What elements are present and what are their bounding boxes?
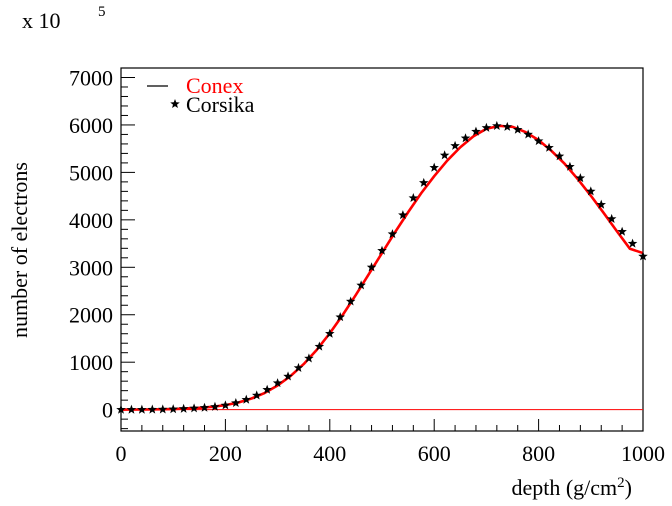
series-point-corsika xyxy=(158,404,168,414)
y-axis-multiplier: x 10 5 xyxy=(22,4,106,33)
series-point-corsika xyxy=(262,384,272,394)
x-tick-label: 400 xyxy=(313,441,346,466)
series-point-corsika xyxy=(199,402,210,412)
legend-star-swatch xyxy=(170,99,180,109)
series-point-corsika xyxy=(460,133,471,143)
y-tick-label: 1000 xyxy=(69,350,113,375)
y-tick-label: 0 xyxy=(102,398,113,423)
series-point-corsika xyxy=(439,150,450,160)
y-tick-label: 7000 xyxy=(69,65,113,90)
y-axis-ticks: 0 1000 2000 3000 4000 5000 6000 7000 xyxy=(69,65,135,430)
y-tick-label: 3000 xyxy=(69,255,113,280)
series-point-corsika xyxy=(398,210,408,220)
series-point-corsika xyxy=(533,136,544,146)
series-point-corsika xyxy=(178,403,189,413)
series-point-corsika xyxy=(596,199,606,209)
series-point-corsika xyxy=(116,404,126,414)
x-axis-ticks: 0 200 400 600 800 1000 xyxy=(116,419,665,466)
series-point-corsika xyxy=(492,120,502,130)
y-tick-label: 4000 xyxy=(69,208,113,233)
series-point-corsika xyxy=(586,186,596,196)
legend-label-corsika: Corsika xyxy=(186,92,255,117)
series-point-corsika xyxy=(168,404,178,414)
series-point-corsika xyxy=(575,173,586,183)
series-point-corsika xyxy=(366,262,377,272)
y-axis-label: number of electrons xyxy=(7,162,32,338)
series-point-corsika xyxy=(565,161,575,171)
x-tick-label: 0 xyxy=(116,441,127,466)
series-point-corsika xyxy=(335,312,345,322)
series-point-corsika xyxy=(272,378,283,388)
series-point-corsika xyxy=(210,401,220,411)
legend-label-conex: Conex xyxy=(186,73,243,98)
series-point-corsika xyxy=(251,390,262,400)
plot-frame xyxy=(120,67,644,432)
series-point-corsika xyxy=(126,404,137,414)
series-point-corsika xyxy=(220,400,231,410)
series-point-corsika xyxy=(137,404,147,414)
series-point-corsika xyxy=(544,142,554,152)
y-tick-label: 2000 xyxy=(69,303,113,328)
svg-text:depth (g/cm2): depth (g/cm2) xyxy=(511,475,632,500)
series-point-corsika xyxy=(345,296,356,306)
series-point-corsika xyxy=(481,122,492,132)
series-point-corsika xyxy=(429,162,439,172)
x-tick-label: 1000 xyxy=(621,441,665,466)
series-point-corsika xyxy=(283,371,293,381)
series-point-corsika xyxy=(554,151,565,161)
x-axis-label-text: depth (g/cm xyxy=(511,475,617,500)
series-point-corsika xyxy=(189,403,199,413)
series-point-corsika xyxy=(450,140,460,150)
series-point-corsika xyxy=(471,126,481,136)
x-axis-label: depth (g/cm2) xyxy=(511,475,632,500)
x-axis-label-close: ) xyxy=(625,475,632,500)
y-multiplier-text: x 10 xyxy=(22,8,61,33)
series-point-corsika xyxy=(293,362,304,372)
y-tick-label: 6000 xyxy=(69,113,113,138)
series-point-corsika xyxy=(419,177,429,187)
y-multiplier-exponent: 5 xyxy=(98,4,106,20)
series-point-corsika xyxy=(377,245,387,255)
x-tick-label: 200 xyxy=(209,441,242,466)
series-point-corsika xyxy=(638,251,648,261)
series-point-corsika xyxy=(502,121,513,131)
series-point-corsika xyxy=(356,280,366,290)
series-point-corsika xyxy=(314,341,325,351)
y-tick-label: 5000 xyxy=(69,160,113,185)
series-layer xyxy=(116,120,648,414)
x-axis-label-superscript: 2 xyxy=(617,475,625,491)
series-point-corsika xyxy=(241,394,252,404)
series-line-conex xyxy=(120,124,644,411)
x-tick-label: 800 xyxy=(522,441,555,466)
series-point-corsika xyxy=(408,193,419,203)
series-point-corsika xyxy=(617,226,627,236)
plot-border xyxy=(120,67,644,432)
series-point-corsika xyxy=(523,129,533,139)
series-point-corsika xyxy=(387,229,398,239)
series-point-corsika xyxy=(147,404,158,414)
series-point-corsika xyxy=(304,353,314,363)
series-point-corsika xyxy=(231,398,241,408)
series-point-corsika xyxy=(325,328,335,338)
series-point-corsika xyxy=(606,213,617,223)
series-point-corsika xyxy=(627,238,638,248)
series-point-corsika xyxy=(512,124,523,134)
x-tick-label: 600 xyxy=(418,441,451,466)
